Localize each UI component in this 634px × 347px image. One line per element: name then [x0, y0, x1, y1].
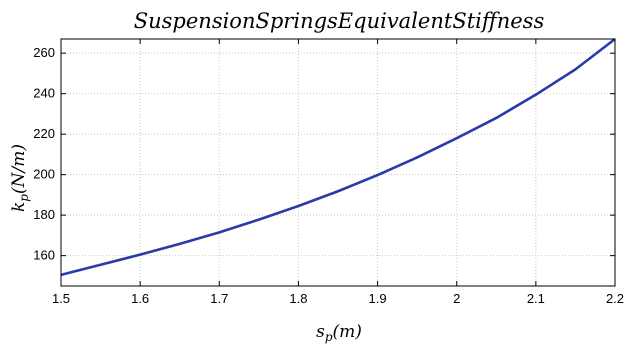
x-tick-label: 1.9	[369, 291, 387, 306]
y-tick-label: 160	[33, 248, 55, 263]
y-tick-label: 240	[33, 86, 55, 101]
x-tick-label: 2	[453, 291, 460, 306]
series-layer	[60, 37, 616, 277]
y-axis-label: kp(N/m)	[9, 144, 31, 212]
x-tick-label: 1.7	[210, 291, 228, 306]
x-tick-label: 1.5	[52, 291, 70, 306]
x-tick-label: 2.2	[606, 291, 624, 306]
y-tick-label: 180	[33, 207, 55, 222]
y-tick-label: 200	[33, 167, 55, 182]
grid	[61, 39, 615, 286]
ticks: 1.5 1.6 1.7 1.8 1.9 2 2.1 2.2 160 180 200 220 240 260	[33, 39, 624, 306]
series-line	[60, 37, 616, 277]
x-tick-label: 2.1	[527, 291, 545, 306]
x-axis-label: sp(m)	[316, 322, 362, 344]
chart-title: SuspensionSpringsEquivalentStiffness	[134, 9, 545, 33]
plot-frame	[60, 38, 616, 287]
x-tick-label: 1.8	[289, 291, 307, 306]
y-tick-label: 220	[33, 126, 55, 141]
x-tick-label: 1.6	[131, 291, 149, 306]
y-tick-label: 260	[33, 45, 55, 60]
